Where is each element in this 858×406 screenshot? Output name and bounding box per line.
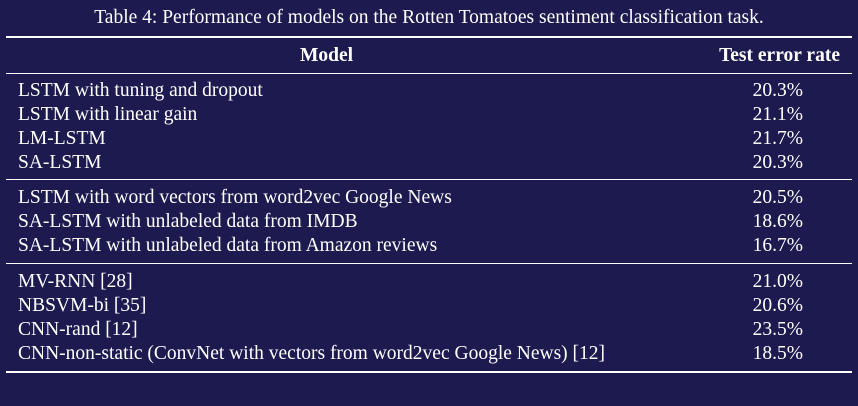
header-model: Model [300, 45, 354, 66]
model-cell: LSTM with word vectors from word2vec Goo… [18, 187, 452, 208]
header-test-error-rate: Test error rate [719, 45, 840, 66]
error-cell: 21.1% [752, 104, 803, 125]
table-caption: Table 4: Performance of models on the Ro… [94, 7, 764, 28]
table-row: LSTM with linear gain 21.1% [0, 103, 858, 127]
error-cell: 21.7% [752, 128, 803, 149]
error-cell: 20.5% [752, 187, 803, 208]
table-row: LSTM with word vectors from word2vec Goo… [0, 186, 858, 210]
error-cell: 21.0% [752, 271, 803, 292]
table-row: CNN-rand [12] 23.5% [0, 318, 858, 342]
model-cell: LSTM with tuning and dropout [18, 80, 263, 101]
error-cell: 20.3% [752, 152, 803, 173]
error-cell: 16.7% [752, 235, 803, 256]
error-cell: 18.6% [752, 211, 803, 232]
model-cell: SA-LSTM with unlabeled data from Amazon … [18, 235, 438, 256]
model-cell: NBSVM-bi [35] [18, 295, 147, 316]
model-cell: SA-LSTM with unlabeled data from IMDB [18, 211, 358, 232]
table-row: CNN-non-static (ConvNet with vectors fro… [0, 342, 858, 366]
group-divider [6, 179, 852, 180]
error-cell: 23.5% [752, 319, 803, 340]
error-cell: 20.6% [752, 295, 803, 316]
table-row: LSTM with tuning and dropout 20.3% [0, 79, 858, 103]
error-cell: 18.5% [752, 343, 803, 364]
table-row: NBSVM-bi [35] 20.6% [0, 294, 858, 318]
group-divider [6, 263, 852, 264]
model-cell: SA-LSTM [18, 152, 102, 173]
top-rule [6, 36, 852, 38]
header-rule [6, 73, 852, 74]
table-row: MV-RNN [28] 21.0% [0, 270, 858, 294]
table-row: SA-LSTM with unlabeled data from Amazon … [0, 234, 858, 258]
table-row: LM-LSTM 21.7% [0, 127, 858, 151]
model-cell: CNN-non-static (ConvNet with vectors fro… [18, 343, 606, 364]
bottom-rule [6, 371, 852, 373]
model-cell: LM-LSTM [18, 128, 106, 149]
model-cell: CNN-rand [12] [18, 319, 138, 340]
model-cell: LSTM with linear gain [18, 104, 198, 125]
table-row: SA-LSTM with unlabeled data from IMDB 18… [0, 210, 858, 234]
table-row: SA-LSTM 20.3% [0, 151, 858, 175]
error-cell: 20.3% [752, 80, 803, 101]
model-cell: MV-RNN [28] [18, 271, 133, 292]
